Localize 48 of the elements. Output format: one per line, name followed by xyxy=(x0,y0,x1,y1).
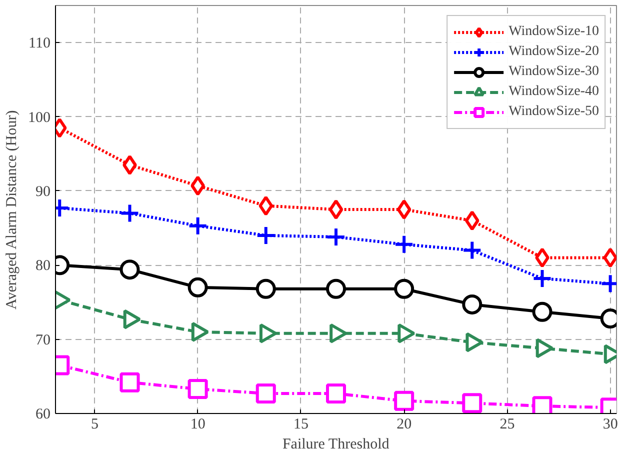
point xyxy=(396,200,412,220)
point xyxy=(464,210,480,231)
point xyxy=(188,216,208,236)
legend-label: WindowSize-50 xyxy=(508,104,599,120)
point xyxy=(256,383,276,404)
point xyxy=(258,196,274,216)
point xyxy=(120,372,140,392)
point xyxy=(328,200,344,220)
point xyxy=(532,302,552,322)
y-tick-label: 70 xyxy=(36,332,50,348)
point xyxy=(532,268,552,288)
point xyxy=(122,154,137,175)
point xyxy=(535,248,550,268)
point xyxy=(326,226,346,247)
point xyxy=(120,203,140,224)
x-tick-label: 15 xyxy=(293,416,308,432)
point xyxy=(532,396,552,414)
x-tick-label: 25 xyxy=(500,416,515,432)
point xyxy=(394,234,414,254)
point xyxy=(394,390,414,411)
y-tick-label: 100 xyxy=(28,110,50,126)
point xyxy=(256,278,276,299)
point xyxy=(259,323,278,344)
x-tick-label: 10 xyxy=(190,416,206,432)
y-tick-label: 110 xyxy=(28,36,51,52)
point xyxy=(188,277,208,298)
point xyxy=(188,379,208,400)
legend-label: WindowSize-40 xyxy=(508,84,599,100)
point xyxy=(462,393,482,414)
y-tick-label: 90 xyxy=(36,184,50,200)
point xyxy=(190,176,205,196)
y-axis-title: Averaged Alarm Distance (Hour) xyxy=(4,110,20,310)
point xyxy=(256,225,276,246)
legend-label: WindowSize-20 xyxy=(508,44,599,60)
point xyxy=(462,240,482,260)
point xyxy=(326,278,346,299)
point xyxy=(462,294,482,314)
legend-label: WindowSize-10 xyxy=(508,24,599,40)
x-tick-label: 30 xyxy=(602,416,618,432)
y-tick-label: 80 xyxy=(36,258,50,274)
point xyxy=(326,383,346,404)
point xyxy=(394,278,414,299)
x-tick-label: 20 xyxy=(396,416,412,432)
x-tick-label: 5 xyxy=(90,416,98,432)
point xyxy=(120,260,140,280)
legend-label: WindowSize-30 xyxy=(508,64,599,80)
x-axis-title: Failure Threshold xyxy=(282,436,390,452)
y-tick-label: 60 xyxy=(36,406,50,422)
